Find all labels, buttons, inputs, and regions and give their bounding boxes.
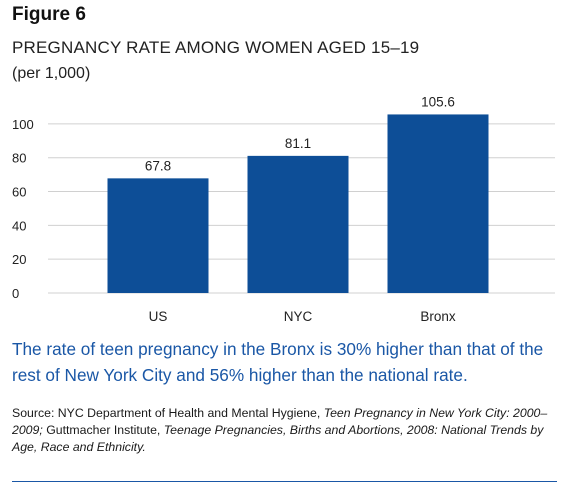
y-tick-label: 0 [12,286,19,301]
y-tick-label: 60 [12,185,26,200]
bar-nyc [247,155,349,293]
bottom-divider [12,481,557,482]
x-category-label: US [149,309,168,324]
source-middle: Guttmacher Institute, [42,423,164,437]
x-category-label: NYC [284,309,313,324]
bar-value-label: 105.6 [421,95,455,109]
bar-value-label: 67.8 [145,158,171,173]
chart-subtitle: (per 1,000) [12,65,91,82]
y-tick-label: 40 [12,218,26,233]
bar-value-label: 81.1 [285,136,311,151]
bar-bronx [387,114,489,293]
takeaway-text: The rate of teen pregnancy in the Bronx … [12,339,544,385]
source-note: Source: NYC Department of Health and Men… [12,405,560,456]
y-tick-label: 100 [12,117,34,132]
figure-label: Figure 6 [12,4,86,25]
y-tick-label: 20 [12,252,26,267]
source-prefix: Source: NYC Department of Health and Men… [12,406,324,420]
bar-chart: 0 20 40 60 80 100 67.8 US 81.1 NYC 105.6 Bronx [12,95,555,324]
y-tick-label: 80 [12,151,26,166]
source-title-2: Teenage Pregnancies, Births and Abortion… [12,423,544,454]
source-title-1: Teen Pregnancy in New York City: 2000–20… [12,406,548,437]
bar-us [107,178,209,293]
chart-title: PREGNANCY RATE AMONG WOMEN AGED 15–19 [12,38,420,57]
x-category-label: Bronx [420,309,456,324]
